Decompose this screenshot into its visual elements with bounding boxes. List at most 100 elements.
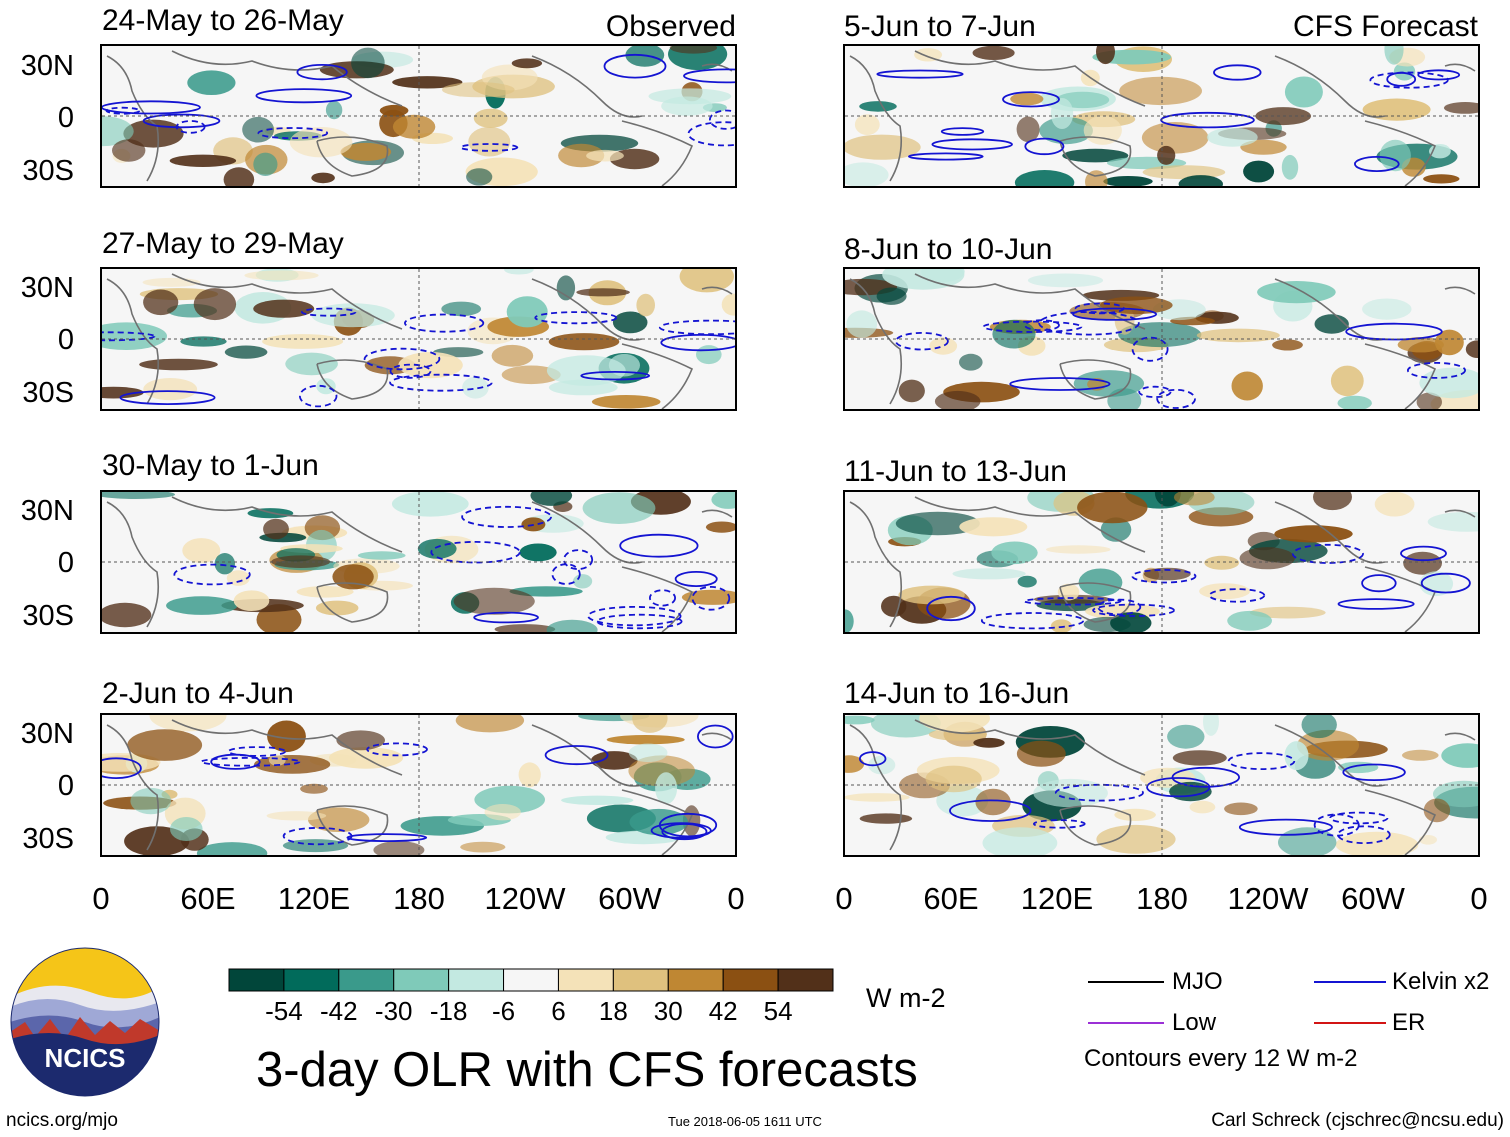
kelvin-contour — [661, 823, 708, 841]
olr-anomaly-blob — [1078, 568, 1123, 597]
map-panel-fcst-2 — [843, 490, 1480, 634]
coastline — [1059, 805, 1132, 846]
kelvin-contour — [876, 69, 964, 79]
kelvin-contour — [300, 307, 357, 317]
kelvin-contour — [1156, 388, 1196, 409]
olr-anomaly-blob — [625, 46, 665, 67]
olr-anomaly-blob — [253, 299, 315, 318]
olr-anomaly-blob — [854, 114, 880, 135]
x-tick-0: 0 — [835, 881, 853, 916]
olr-anomaly-blob — [182, 538, 221, 563]
coastline — [1059, 582, 1132, 623]
y-tick-30n: 30N — [20, 718, 74, 750]
olr-anomaly-blob — [1335, 831, 1419, 855]
kelvin-contour — [551, 563, 581, 585]
coastline — [1364, 120, 1437, 186]
kelvin-contour — [282, 827, 353, 846]
kelvin-contour — [102, 100, 201, 115]
coastline — [1059, 359, 1132, 400]
olr-anomaly-blob — [149, 715, 227, 732]
y-tick-30n: 30N — [20, 495, 74, 527]
coastline — [316, 805, 389, 846]
kelvin-contour — [1213, 64, 1262, 81]
coastline — [1444, 63, 1476, 72]
olr-anomaly-blob — [506, 296, 548, 328]
olr-anomaly-blob — [1257, 281, 1336, 304]
colorbar-swatch — [393, 968, 450, 992]
x-tick-60e: 60E — [180, 881, 236, 916]
x-tick-0: 0 — [92, 881, 110, 916]
kelvin-contour — [1337, 825, 1391, 844]
kelvin-contour — [1023, 597, 1122, 606]
kelvin-contour — [1002, 91, 1060, 108]
olr-anomaly-blob — [139, 358, 218, 371]
olr-anomaly-blob — [491, 344, 534, 367]
website-link[interactable]: ncics.org/mjo — [6, 1110, 118, 1131]
olr-anomaly-blob — [1157, 145, 1176, 165]
olr-anomaly-blob — [934, 390, 981, 409]
olr-anomaly-blob — [166, 596, 238, 615]
olr-anomaly-blob — [679, 269, 734, 293]
olr-anomaly-blob — [1297, 729, 1359, 761]
olr-anomaly-blob — [392, 76, 463, 89]
olr-anomaly-blob — [1281, 154, 1299, 180]
panel-title-fcst-0: 5-Jun to 7-Jun — [844, 10, 1036, 43]
olr-anomaly-blob — [1330, 365, 1364, 397]
olr-anomaly-blob — [590, 751, 638, 770]
chart-title: 3-day OLR with CFS forecasts — [256, 1043, 918, 1097]
olr-anomaly-blob — [1249, 606, 1326, 619]
kelvin-contour — [683, 68, 735, 84]
kelvin-contour — [459, 143, 519, 152]
olr-anomaly-blob — [845, 715, 875, 725]
olr-anomaly-blob — [1167, 724, 1205, 749]
olr-anomaly-blob — [991, 541, 1038, 565]
kelvin-contour — [430, 541, 521, 564]
coastline — [106, 55, 160, 182]
coastline — [106, 278, 160, 405]
olr-anomaly-blob — [929, 337, 958, 355]
olr-anomaly-blob — [501, 365, 561, 385]
kelvin-contour — [940, 127, 985, 136]
olr-anomaly-blob — [898, 585, 965, 605]
olr-anomaly-blob — [519, 543, 557, 562]
colorbar-tick-label: 6 — [551, 996, 566, 1026]
olr-anomaly-blob — [1441, 743, 1478, 768]
coastline — [621, 343, 694, 409]
olr-anomaly-blob — [453, 587, 535, 615]
olr-anomaly-blob — [102, 492, 175, 499]
legend-label-er: ER — [1392, 1009, 1426, 1036]
olr-anomaly-blob — [1427, 511, 1478, 532]
kelvin-contour — [534, 311, 618, 325]
kelvin-contour — [366, 742, 428, 757]
olr-anomaly-blob — [442, 82, 515, 98]
map-panel-obs-0 — [100, 44, 737, 188]
olr-anomaly-blob — [530, 492, 573, 506]
kelvin-contour — [1361, 574, 1397, 593]
kelvin-contour — [926, 595, 976, 622]
coastline — [316, 359, 389, 400]
olr-anomaly-blob — [1046, 545, 1111, 554]
olr-anomaly-blob — [1278, 827, 1337, 855]
colorbar-swatch — [557, 968, 614, 992]
kelvin-contour — [908, 152, 984, 161]
coastline — [914, 273, 1146, 330]
olr-anomaly-blob — [845, 793, 910, 802]
timestamp: Tue 2018-06-05 1611 UTC — [668, 1114, 822, 1129]
map-panel-fcst-0 — [843, 44, 1480, 188]
olr-anomaly-blob — [289, 127, 353, 158]
panel-title-fcst-1: 8-Jun to 10-Jun — [844, 233, 1053, 266]
olr-anomaly-blob — [268, 754, 286, 766]
olr-anomaly-blob — [1103, 176, 1153, 186]
olr-anomaly-blob — [546, 619, 598, 632]
olr-anomaly-blob — [1141, 122, 1209, 154]
coastline — [621, 566, 694, 632]
olr-anomaly-blob — [1443, 102, 1478, 114]
olr-anomaly-blob — [102, 602, 152, 628]
olr-anomaly-blob — [193, 288, 237, 321]
panel-title-fcst-3: 14-Jun to 16-Jun — [844, 677, 1070, 710]
olr-anomaly-blob — [876, 287, 907, 305]
kelvin-contour — [895, 331, 949, 351]
kelvin-contour — [227, 746, 287, 757]
olr-anomaly-blob — [315, 600, 359, 616]
olr-anomaly-blob — [1393, 62, 1416, 81]
